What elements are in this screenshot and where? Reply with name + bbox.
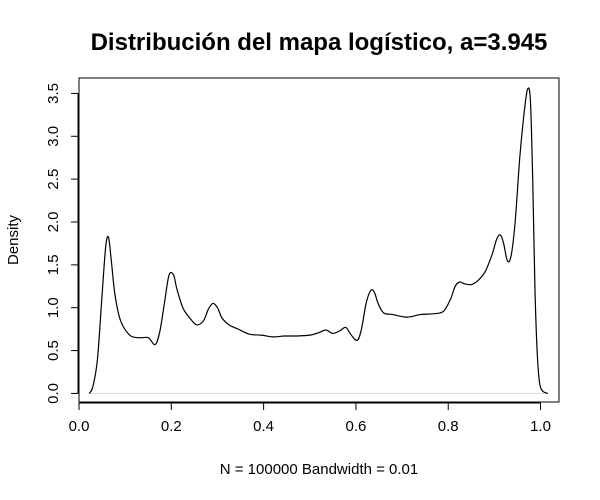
x-tick-label: 0.0 [69,418,90,435]
y-tick-label: 2.5 [45,169,62,190]
plot-frame [78,77,560,403]
y-tick-label: 1.5 [45,254,62,275]
y-tick-label: 3.0 [45,126,62,147]
y-tick-label: 0.5 [45,340,62,361]
x-tick-label: 1.0 [530,418,551,435]
x-tick-label: 0.2 [161,418,182,435]
x-tick-label: 0.6 [345,418,366,435]
y-tick-label: 2.0 [45,212,62,233]
x-tick-label: 0.4 [253,418,274,435]
x-axis-label: N = 100000 Bandwidth = 0.01 [220,461,419,478]
y-tick-label: 1.0 [45,297,62,318]
y-axis-label: Density [5,214,22,265]
x-tick-label: 0.8 [438,418,459,435]
density-line [88,87,549,395]
chart-title: Distribución del mapa logístico, a=3.945 [91,29,548,56]
y-tick-label: 3.5 [45,83,62,104]
y-tick-label: 0.0 [45,383,62,404]
plot-area: 0.0 0.2 0.4 0.6 0.8 1.0 0.0 0.5 1.0 1.5 2.0 2.5 3.0 3… [45,77,560,435]
